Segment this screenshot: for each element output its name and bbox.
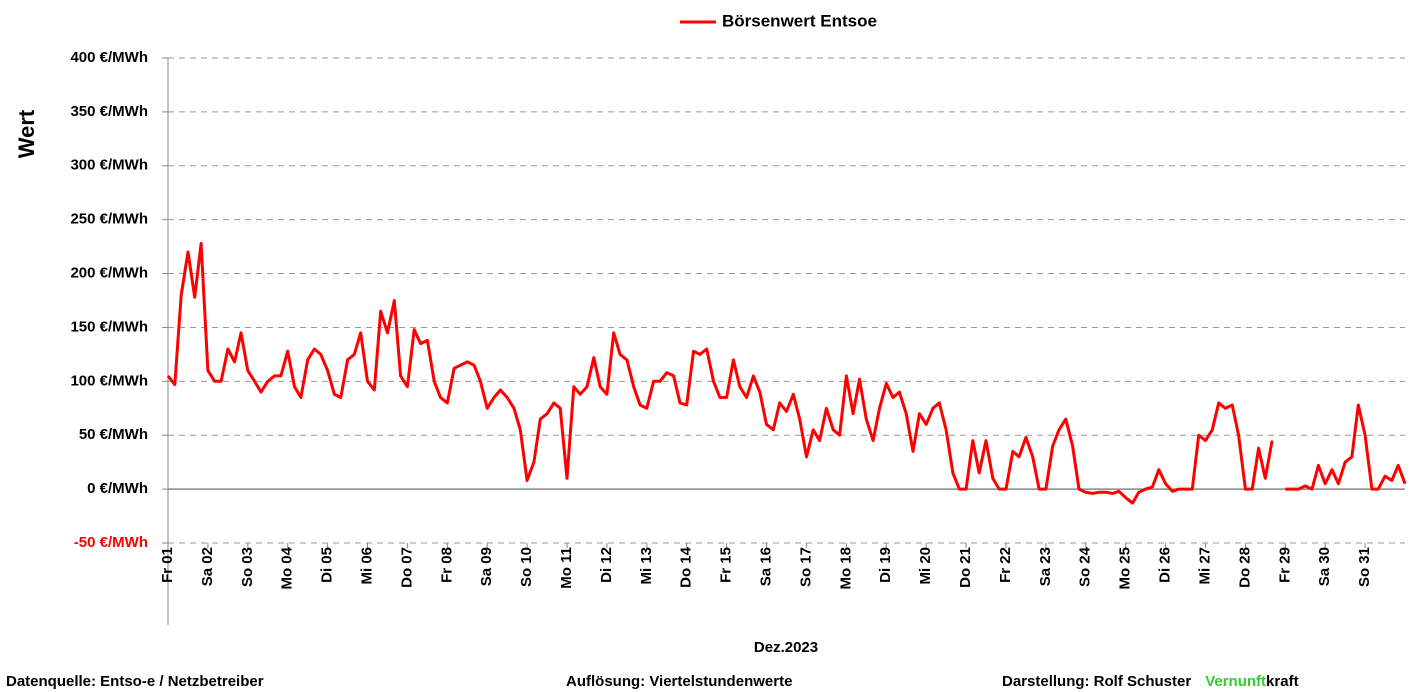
x-tick-label: Sa 23 [1037,547,1054,586]
x-tick-label: Di 05 [319,547,336,583]
y-tick-label: 350 €/MWh [70,103,148,120]
x-tick-label: Mi 13 [638,547,655,585]
x-tick-label: Fr 01 [159,547,176,583]
plot: -50 €/MWh 0 €/MWh 50 €/MWh 100 €/MWh 150 €/M… [70,49,1407,625]
footer-resolution: Auflösung: Viertelstundenwerte [566,673,792,690]
y-tick-label: -50 €/MWh [74,534,148,551]
x-tick-label: Sa 30 [1316,547,1333,586]
y-tick-label: 300 €/MWh [70,157,148,174]
x-tick-label: Di 26 [1157,547,1174,583]
x-tick-label: Fr 22 [997,547,1014,583]
x-tick-label: Sa 02 [199,547,216,586]
x-tick-label: Di 19 [877,547,894,583]
x-tick-label: Mi 06 [358,547,375,585]
x-tick-label: So 10 [518,547,535,587]
brand-green: Vernunft [1205,673,1266,690]
x-tick-label: So 24 [1077,546,1094,587]
x-tick-label: So 31 [1356,547,1373,587]
footer-author: Darstellung: Rolf Schuster Vernunftkraft [1002,673,1299,690]
y-tick-label: 150 €/MWh [70,318,148,335]
x-tick-label: Fr 15 [718,547,735,583]
y-tick-label: 0 €/MWh [87,480,148,497]
x-tick-label: Mo 25 [1117,547,1134,590]
legend-label: Börsenwert Entsoe [722,11,877,30]
x-tick-label: Do 14 [678,546,695,588]
y-tick-label: 100 €/MWh [70,372,148,389]
y-axis-title: Wert [14,109,39,158]
x-tick-label: Sa 09 [478,547,495,586]
x-tick-label: Mo 11 [558,547,575,589]
x-axis-title: Dez.2023 [754,639,818,656]
x-tick-label: So 03 [239,547,256,587]
x-tick-label: Mo 18 [837,547,854,590]
x-tick-label: Fr 29 [1276,547,1293,583]
x-tick-label: Di 12 [598,547,615,583]
x-tick-label: Fr 08 [438,547,455,583]
x-tick-label: Do 21 [957,547,974,588]
x-tick-label: So 17 [797,547,814,587]
y-tick-label: 400 €/MWh [70,49,148,66]
y-tick-label: 200 €/MWh [70,265,148,282]
x-tick-label: Do 28 [1236,547,1253,588]
footer-source: Datenquelle: Entso-e / Netzbetreiber [6,673,264,690]
author: Darstellung: Rolf Schuster [1002,673,1191,690]
y-tick-label: 50 €/MWh [79,426,148,443]
y-tick-label: 250 €/MWh [70,211,148,228]
x-tick-label: Mi 27 [1196,547,1213,585]
series-line [166,241,1407,505]
x-tick-label: Sa 16 [758,547,775,586]
x-tick-label: Do 07 [398,547,415,588]
x-tick-label: Mi 20 [917,547,934,585]
brand-black: kraft [1266,673,1299,690]
x-tick-label: Mo 04 [279,546,296,589]
